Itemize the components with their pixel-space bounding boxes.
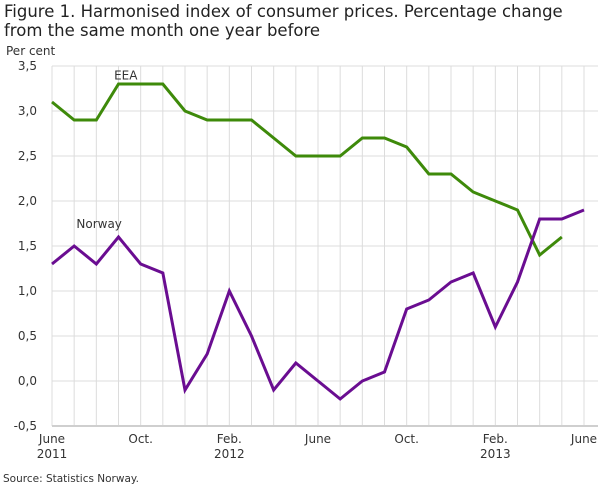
y-tick-label: 3,5 <box>18 59 37 73</box>
y-tick-label: 1,5 <box>18 239 37 253</box>
x-tick-label: Feb. <box>483 432 508 446</box>
x-tick-label: June <box>570 432 597 446</box>
y-tick-label: 0,5 <box>18 329 37 343</box>
x-tick-label: June <box>304 432 331 446</box>
y-tick-label: 1,0 <box>18 284 37 298</box>
x-tick-label: Oct. <box>128 432 153 446</box>
source-note: Source: Statistics Norway. <box>3 473 139 485</box>
chart-title: Figure 1. Harmonised index of consumer p… <box>4 2 563 40</box>
series-label-norway: Norway <box>76 217 122 231</box>
x-tick-label: June <box>38 432 65 446</box>
y-tick-label: 3,0 <box>18 104 37 118</box>
y-axis-label: Per cent <box>6 44 56 58</box>
x-tick-year: 2013 <box>480 447 511 461</box>
x-tick-label: Feb. <box>217 432 242 446</box>
series-label-eea: EEA <box>114 69 138 83</box>
y-tick-label: -0,5 <box>14 419 37 433</box>
y-tick-label: 0,0 <box>18 374 37 388</box>
x-tick-year: 2012 <box>214 447 245 461</box>
x-tick-year: 2011 <box>37 447 68 461</box>
x-tick-label: Oct. <box>394 432 419 446</box>
series-line-eea <box>51 82 563 258</box>
y-tick-label: 2,5 <box>18 149 37 163</box>
y-tick-label: 2,0 <box>18 194 37 208</box>
